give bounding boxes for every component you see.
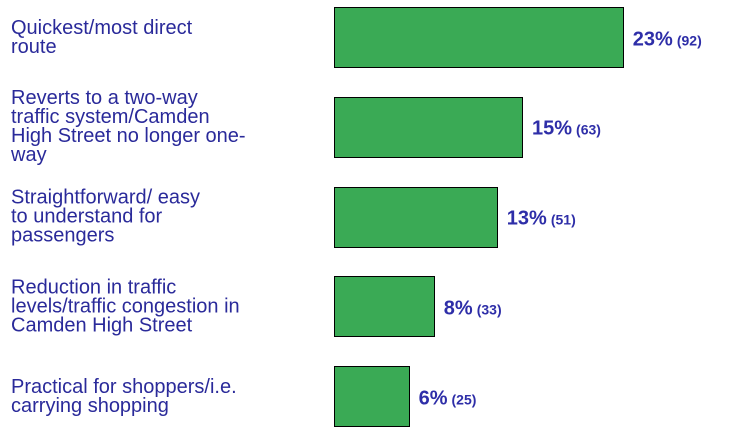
category-label: Quickest/most direct route (11, 16, 193, 58)
category-label: Reverts to a two-way traffic system/Camd… (11, 87, 246, 167)
value-label: 6% (418, 387, 448, 410)
value-label: 13% (506, 207, 547, 230)
count-label: (25) (451, 391, 477, 408)
count-label: (51) (550, 211, 576, 228)
category-label: Practical for shoppers/i.e. carrying sho… (11, 375, 237, 417)
count-label: (33) (476, 301, 502, 318)
bar (334, 186, 498, 248)
bar (334, 276, 435, 338)
value-label-group: 15% (63) (532, 118, 601, 141)
bar (334, 366, 410, 427)
value-label-group: 8% (33) (444, 297, 502, 320)
bar (334, 96, 523, 158)
count-label: (92) (676, 32, 702, 48)
value-label-group: 6% (25) (419, 387, 477, 410)
value-label: 15% (532, 117, 573, 140)
category-label: Reduction in traffic levels/traffic cong… (11, 276, 240, 337)
value-label: 23% (632, 28, 673, 50)
value-label-group: 13% (51) (507, 208, 576, 231)
value-label: 8% (443, 297, 473, 320)
count-label: (63) (576, 121, 601, 138)
bar (334, 7, 624, 68)
value-label-group: 23% (92) (633, 28, 702, 51)
category-label: Straightforward/ easy to understand for … (11, 186, 200, 247)
